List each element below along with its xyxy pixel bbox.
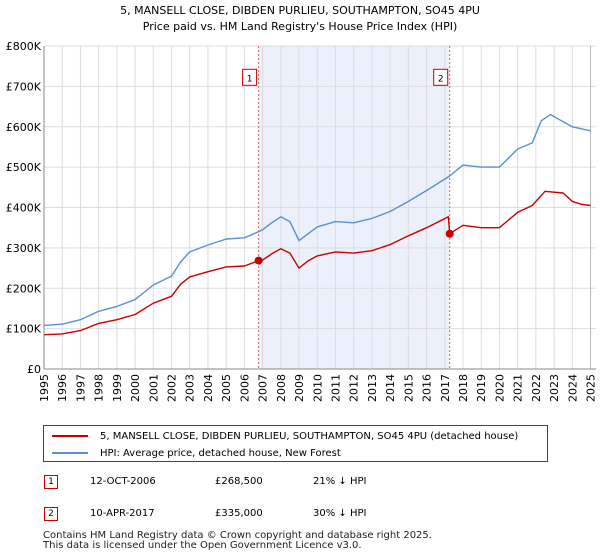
y-tick-label: £500K [6, 161, 42, 174]
x-tick-label: 2008 [275, 374, 288, 402]
x-tick-label: 2012 [348, 374, 361, 402]
chart-subtitle: Price paid vs. HM Land Registry's House … [143, 20, 458, 33]
x-tick-label: 2001 [147, 374, 160, 402]
legend-swatch-property [52, 435, 88, 437]
transaction-label-box [242, 68, 258, 86]
y-tick-label: £400K [6, 202, 42, 215]
x-tick-label: 1999 [111, 374, 124, 402]
y-tick-label: £800K [6, 40, 42, 53]
legend-item-property: 5, MANSELL CLOSE, DIBDEN PURLIEU, SOUTHA… [52, 428, 518, 444]
x-tick-label: 2009 [293, 374, 306, 402]
transaction-label: 1 [247, 74, 253, 84]
x-tick-label: 1996 [56, 374, 69, 402]
x-tick-label: 2007 [257, 374, 270, 402]
transaction-date: 10-APR-2017 [90, 508, 155, 519]
x-tick-label: 2014 [384, 374, 397, 402]
y-tick-label: £0 [27, 363, 41, 376]
x-tick-label: 2018 [457, 374, 470, 402]
x-tick-label: 2016 [421, 374, 434, 402]
x-tick-label: 2000 [129, 374, 142, 402]
legend: 5, MANSELL CLOSE, DIBDEN PURLIEU, SOUTHA… [43, 425, 548, 462]
price-chart: 5, MANSELL CLOSE, DIBDEN PURLIEU, SOUTHA… [6, 4, 598, 402]
x-tick-label: 2025 [585, 374, 598, 402]
y-tick-label: £300K [6, 242, 42, 255]
transaction-date: 12-OCT-2006 [90, 476, 156, 487]
transaction-hpi-diff: 21% ↓ HPI [313, 476, 367, 487]
y-tick-label: £100K [6, 323, 42, 336]
x-tick-label: 2019 [475, 374, 488, 402]
transaction-label: 2 [438, 74, 444, 84]
x-tick-label: 1995 [38, 374, 51, 402]
legend-label-hpi: HPI: Average price, detached house, New … [100, 447, 341, 459]
x-tick-label: 2022 [530, 374, 543, 402]
x-tick-label: 1998 [93, 374, 106, 402]
transaction-hpi-diff: 30% ↓ HPI [313, 508, 367, 519]
y-tick-label: £200K [6, 282, 42, 295]
series-line-hpi [43, 113, 591, 327]
x-tick-label: 1997 [74, 374, 87, 402]
x-tick-label: 2017 [439, 374, 452, 402]
footer: Contains HM Land Registry data © Crown c… [43, 531, 432, 551]
y-tick-label: £700K [6, 80, 42, 93]
legend-swatch-hpi [52, 452, 88, 454]
footer-copyright: Contains HM Land Registry data © Crown c… [43, 530, 432, 541]
transaction-point [445, 229, 454, 238]
footer-licence: This data is licensed under the Open Gov… [43, 540, 362, 551]
x-tick-label: 2013 [366, 374, 379, 402]
x-tick-label: 2011 [329, 374, 342, 402]
x-tick-label: 2004 [202, 374, 215, 402]
x-tick-label: 2015 [402, 374, 415, 402]
x-tick-label: 2002 [166, 374, 179, 402]
chart-title: 5, MANSELL CLOSE, DIBDEN PURLIEU, SOUTHA… [120, 4, 480, 17]
series-line-property [43, 190, 591, 336]
x-tick-label: 2024 [566, 374, 579, 402]
legend-item-hpi: HPI: Average price, detached house, New … [52, 445, 341, 461]
x-tick-label: 2006 [238, 374, 251, 402]
x-tick-label: 2021 [512, 374, 525, 402]
x-tick-label: 2003 [184, 374, 197, 402]
transaction-label-box [433, 68, 449, 86]
legend-label-property: 5, MANSELL CLOSE, DIBDEN PURLIEU, SOUTHA… [100, 430, 519, 442]
transaction-marker: 2 [44, 507, 58, 521]
transaction-point [254, 256, 263, 265]
transaction-marker: 1 [44, 475, 58, 489]
x-tick-label: 2005 [220, 374, 233, 402]
transaction-price: £268,500 [215, 476, 263, 487]
transaction-price: £335,000 [215, 508, 263, 519]
y-tick-label: £600K [6, 121, 42, 134]
x-tick-label: 2023 [548, 374, 561, 402]
x-tick-label: 2020 [493, 374, 506, 402]
x-tick-label: 2010 [311, 374, 324, 402]
